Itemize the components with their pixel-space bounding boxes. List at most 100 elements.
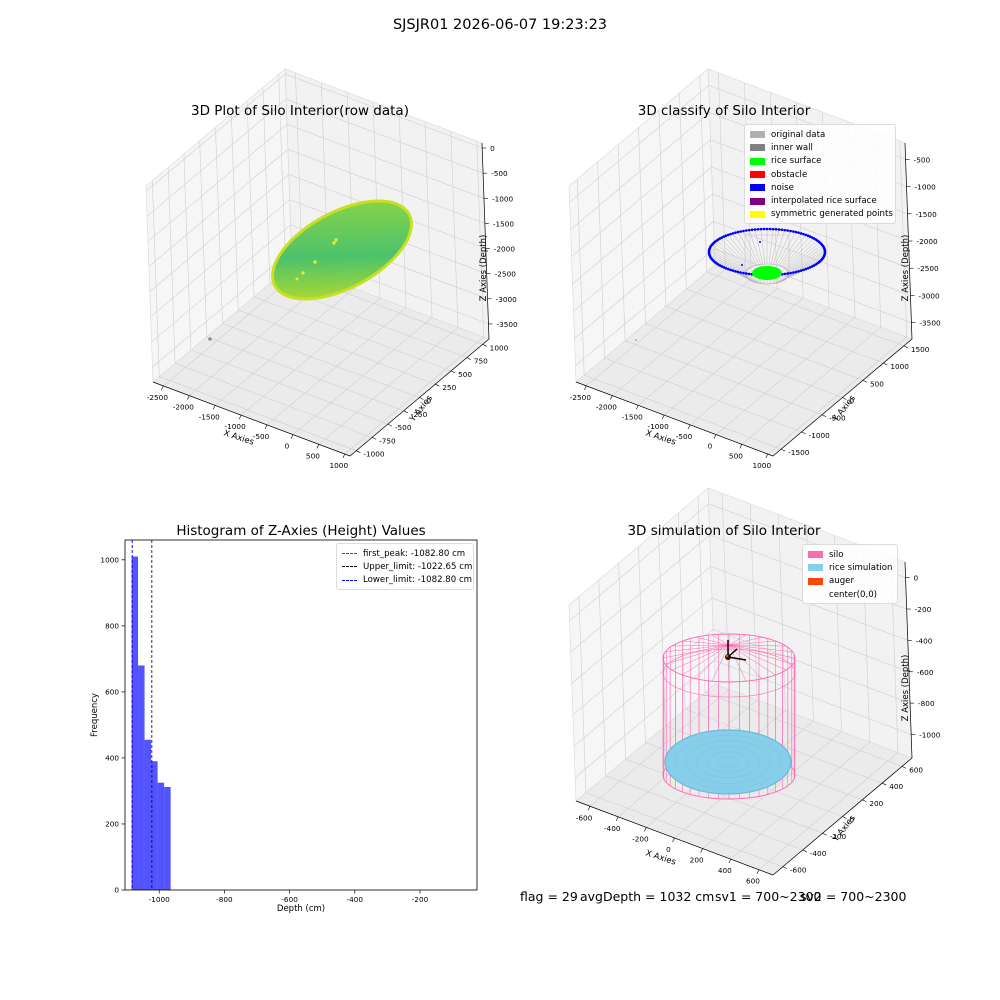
raw-y-grid <box>183 154 389 425</box>
sim-silo-ring <box>662 648 796 698</box>
classify-legend-item: interpolated rice surface <box>750 194 890 207</box>
raw-x-tick <box>316 444 320 449</box>
cls-inner-wall-line <box>748 273 761 284</box>
cls-z-tick-label: -2500 <box>917 264 939 273</box>
cls-x-tick <box>610 395 613 400</box>
raw-z-grid <box>148 149 486 267</box>
cls-y-tick-label: -500 <box>829 414 846 423</box>
cls-rice-surface <box>752 266 782 280</box>
sim-silo-roof-wire <box>711 634 730 646</box>
histogram-bar <box>131 556 139 890</box>
sim-y-tick-label: -600 <box>790 866 807 875</box>
raw-x-grid <box>292 121 433 435</box>
raw-y-tick-label: 1000 <box>490 343 509 352</box>
raw-y-tick <box>356 450 361 453</box>
sim-y-tick <box>901 766 907 769</box>
cls-inner-wall-line <box>716 240 750 270</box>
raw-x-tick-label: -500 <box>253 432 270 441</box>
sim-y-tick <box>782 866 788 869</box>
histogram-frame <box>124 539 478 891</box>
raw-x-axis-label: X Axies <box>222 428 255 447</box>
raw-z-tick-label: -1000 <box>492 194 514 203</box>
sim-z-tick-label: -400 <box>916 636 933 645</box>
raw-x-tick-label: -2000 <box>173 403 195 412</box>
legend-label: symmetric generated points <box>771 209 893 220</box>
cls-x-tick <box>739 444 743 449</box>
classify-legend: original data inner wall rice surface obsta… <box>744 124 896 225</box>
raw-y-tick-label: 250 <box>442 383 456 392</box>
sim-x-grid <box>618 503 758 818</box>
classify-legend-item: original data <box>750 128 890 141</box>
histogram-y-axis-label: Frequency <box>90 693 100 737</box>
raw-y-grid <box>152 180 357 451</box>
legend-swatch <box>750 144 765 152</box>
cls-z-tick-label: -3500 <box>919 319 941 328</box>
cls-y-tick <box>903 345 908 349</box>
sim-z-grid <box>572 597 910 716</box>
cls-inner-wall-line <box>713 242 749 271</box>
legend-label: rice surface <box>771 156 822 167</box>
sim-y-tick-label: 600 <box>909 765 923 774</box>
raw-y-grid <box>215 127 420 398</box>
raw-z-grid <box>146 73 483 192</box>
cls-inner-wall-line <box>711 258 749 278</box>
raw-x-tick <box>290 434 294 439</box>
cls-y-tick-label: 1000 <box>890 362 909 371</box>
sim-y-tick-label: 400 <box>889 782 903 791</box>
raw-z-tick-label: -3000 <box>496 295 518 304</box>
histogram-x-tick-label: -400 <box>346 895 363 904</box>
cls-inner-wall-line <box>786 249 825 274</box>
legend-swatch <box>750 184 765 192</box>
sim-x-grid <box>730 546 871 860</box>
cls-x-tick-label: 1000 <box>753 461 772 470</box>
sim-rice-grid <box>696 745 760 779</box>
sim-center-point <box>725 654 731 660</box>
cls-z-grid <box>573 193 910 312</box>
cls-inner-wall-line <box>772 230 786 265</box>
cls-z-grid <box>575 248 912 366</box>
classify-plot-title: 3D classify of Silo Interior <box>637 103 811 119</box>
cls-inner-wall-line <box>711 244 749 272</box>
cls-y-grid <box>597 161 802 433</box>
raw-z-tick-label: -500 <box>491 169 508 178</box>
cls-y-tick-label: 0 <box>850 397 855 406</box>
legend-label: center(0,0) <box>829 589 878 600</box>
simulation-legend-item: rice simulation <box>808 561 892 574</box>
legend-label: original data <box>771 129 826 140</box>
raw-data-3d-plot: -2500-2000-1500-1000-50005001000-1000-75… <box>145 68 518 470</box>
sim-silo-roof-wire <box>682 640 730 646</box>
sim-z-grid <box>573 628 911 747</box>
cls-inner-wall-line <box>778 233 802 267</box>
raw-y-tick <box>403 410 408 414</box>
cls-y-tick <box>883 362 888 366</box>
sim-y-tick <box>802 849 807 853</box>
raw-z-grid <box>147 123 485 242</box>
cls-noise-point <box>741 264 743 266</box>
simulation-legend: silo rice simulation auger center(0,0) <box>802 544 898 605</box>
raw-z-tick-label: -1500 <box>493 219 515 228</box>
sim-x-tick <box>587 806 591 811</box>
raw-z-grid <box>150 199 487 317</box>
cls-x-axis-label: X Axies <box>644 428 677 447</box>
cls-x-tick <box>584 385 587 391</box>
legend-label: auger <box>829 576 854 587</box>
cls-y-tick-label: 1500 <box>911 345 930 354</box>
raw-x-grid <box>318 131 459 445</box>
raw-point-cloud <box>271 199 413 301</box>
sim-silo-roof-wire <box>728 644 747 682</box>
legend-label: inner wall <box>771 142 813 153</box>
sim-y-tick <box>822 832 827 836</box>
cls-x-tick <box>635 405 639 410</box>
raw-y-tick <box>466 357 472 360</box>
sim-y-tick-label: 0 <box>850 816 855 825</box>
cls-x-axis-line <box>575 381 774 457</box>
histogram-bar <box>151 761 158 890</box>
cls-inner-wall-line <box>748 230 762 265</box>
raw-x-tick <box>161 385 164 391</box>
simulation-legend-item: silo <box>808 548 892 561</box>
sim-x-tick-label: -600 <box>576 813 593 822</box>
legend-label: first_peak: -1082.80 cm <box>363 548 466 559</box>
cls-y-tick <box>821 414 827 417</box>
cls-inner-wall-line <box>780 234 807 267</box>
raw-outlier-point <box>295 277 299 281</box>
